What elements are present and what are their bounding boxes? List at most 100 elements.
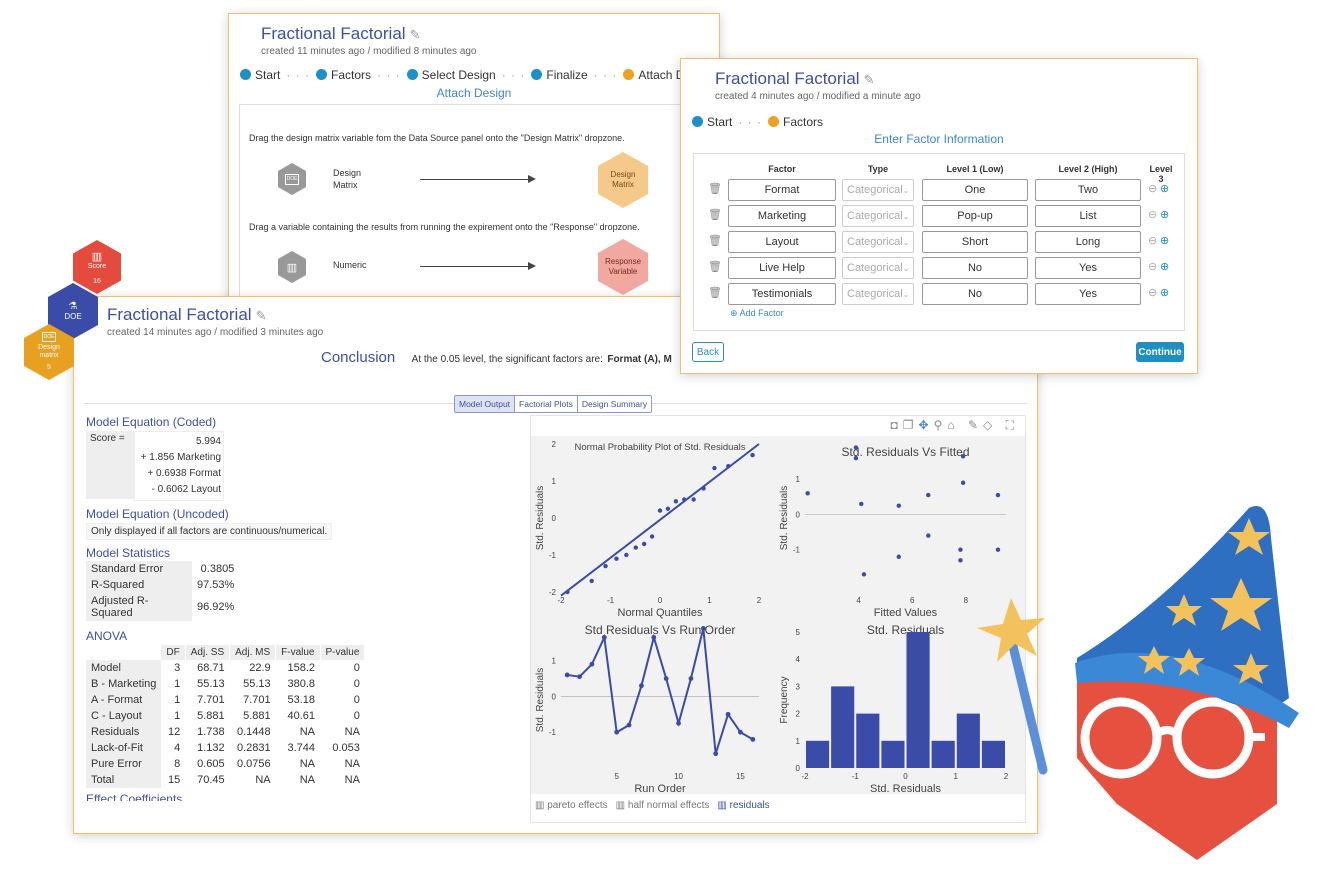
anova-header[interactable]: Adj. SS (185, 645, 231, 660)
trash-icon[interactable]: 🗑 (708, 287, 722, 299)
continue-button[interactable]: Continue (1136, 342, 1184, 362)
trash-icon[interactable]: 🗑 (708, 235, 722, 247)
factor-name-input[interactable]: Marketing (728, 205, 836, 227)
x-tick-label: 2 (1004, 772, 1009, 781)
doe-hex[interactable]: ⚗ DOE (48, 283, 98, 339)
plot-link-half-normal-effects[interactable]: ▥ half normal effects (616, 800, 710, 811)
design-matrix-dropzone[interactable]: Design Matrix (598, 152, 648, 208)
plot-link-pareto-effects[interactable]: ▥ pareto effects (535, 800, 608, 811)
minus-circle-icon[interactable]: ⊖ (1148, 183, 1158, 195)
minus-circle-icon[interactable]: ⊖ (1148, 261, 1158, 273)
factor-type-select[interactable]: Categorical ⌄ (842, 205, 914, 227)
x-tick-label: 10 (674, 772, 683, 781)
draw-icon[interactable]: ✎ (967, 418, 984, 432)
factor-name-input[interactable]: Live Help (728, 257, 836, 279)
anova-cell: 1.132 (197, 742, 225, 754)
step-item[interactable]: Start (240, 68, 280, 82)
anova-cell: 4 (174, 742, 181, 754)
plus-circle-icon[interactable]: ⊕ (1160, 261, 1170, 273)
scatter-point (665, 506, 671, 511)
conclusion-row: Conclusion At the 0.05 level, the signif… (321, 349, 672, 367)
level-high-input[interactable]: Yes (1035, 283, 1141, 305)
attach-panel-header: Fractional Factorial ✎ created 11 minutes… (261, 24, 477, 57)
edit-pencil-icon[interactable]: ✎ (255, 308, 267, 323)
minus-circle-icon[interactable]: ⊖ (1148, 287, 1158, 299)
scatter-point (701, 486, 706, 491)
step-item[interactable]: Factors (768, 115, 823, 129)
tab-design-summary[interactable]: Design Summary (577, 395, 653, 413)
histogram-bar (881, 740, 905, 768)
trash-icon[interactable]: 🗑 (708, 183, 722, 195)
anova-source: A - Format (86, 692, 162, 708)
plot-link-residuals[interactable]: ▥ residuals (717, 800, 769, 811)
fullscreen-icon[interactable]: ⛶ (1005, 418, 1019, 432)
anova-table: DF Adj. SS Adj. MS F-value P-value Model 3 68.… (86, 645, 366, 788)
step-dot-icon (531, 69, 543, 80)
plus-circle-icon[interactable]: ⊕ (1160, 209, 1170, 221)
level-high-input[interactable]: Two (1035, 179, 1141, 201)
minus-circle-icon[interactable]: ⊖ (1148, 235, 1158, 247)
step-item[interactable]: Finalize (531, 68, 588, 82)
factor-name-input[interactable]: Format (728, 179, 836, 201)
anova-source: Lack-of-Fit (86, 740, 162, 756)
factor-column-header: Factor (768, 164, 796, 174)
level-low-input[interactable]: No (922, 257, 1028, 279)
stat-value: 97.53% (197, 579, 235, 591)
plus-circle-icon[interactable]: ⊕ (1160, 183, 1170, 195)
plus-circle-icon[interactable]: ⊕ (1160, 235, 1170, 247)
step-item[interactable]: Select Design (406, 68, 496, 82)
star-icon (1228, 518, 1270, 555)
design-matrix-hex[interactable]: DOE Design matrix 5 (24, 324, 74, 380)
factor-type-select[interactable]: Categorical ⌄ (842, 257, 914, 279)
scatter-point (726, 464, 731, 469)
level-low-input[interactable]: No (922, 283, 1028, 305)
doe-icon: DOE (285, 173, 299, 185)
numeric-source-hex[interactable]: ▥ (278, 251, 306, 283)
level-low-input[interactable]: One (922, 179, 1028, 201)
y-tick-label: 5 (796, 628, 801, 637)
factor-type-select[interactable]: Categorical ⌄ (842, 283, 914, 305)
edit-pencil-icon[interactable]: ✎ (409, 27, 421, 42)
edit-pencil-icon[interactable]: ✎ (863, 72, 875, 87)
step-item[interactable]: Factors (316, 68, 371, 82)
factor-name-input[interactable]: Layout (728, 231, 836, 253)
back-button[interactable]: Back (692, 342, 724, 362)
line-point (577, 674, 582, 680)
residual-plots[interactable]: Normal Probability Plot of Std. Residual… (531, 436, 1025, 794)
anova-header[interactable]: P-value (320, 645, 366, 660)
anova-header[interactable]: Adj. MS (229, 645, 277, 660)
erase-icon[interactable]: ◇ (983, 418, 998, 432)
score-hex[interactable]: ▥ Score 16 (73, 240, 121, 294)
add-factor-link[interactable]: ⊕ Add Factor (730, 308, 784, 319)
anova-header[interactable]: DF (161, 645, 186, 660)
copy-icon[interactable]: ❐ (902, 418, 919, 432)
design-matrix-source-hex[interactable]: DOE (278, 163, 306, 195)
pan-icon[interactable]: ✥ (918, 418, 934, 432)
home-icon[interactable]: ⌂ (947, 418, 960, 432)
minus-circle-icon[interactable]: ⊖ (1148, 209, 1158, 221)
factor-type-select[interactable]: Categorical ⌄ (842, 179, 914, 201)
level-high-input[interactable]: Yes (1035, 257, 1141, 279)
plus-circle-icon[interactable]: ⊕ (1160, 287, 1170, 299)
response-variable-dropzone[interactable]: Response Variable (598, 239, 648, 295)
camera-icon[interactable]: ◘ (890, 418, 903, 432)
magic-wand-icon (1006, 633, 1048, 775)
level-low-input[interactable]: Pop-up (922, 205, 1028, 227)
step-item[interactable]: Start (692, 115, 732, 129)
level-high-input[interactable]: List (1035, 205, 1141, 227)
line-point (738, 729, 743, 735)
tab-factorial-plots[interactable]: Factorial Plots (515, 395, 578, 413)
anova-header[interactable]: F-value (275, 645, 321, 660)
scatter-point (960, 480, 966, 485)
factor-name-input[interactable]: Testimonials (728, 283, 836, 305)
chart-panel-2: Std Residuals Vs Run Order Run Order Std. … (535, 623, 759, 794)
tab-model-output[interactable]: Model Output (454, 395, 516, 413)
trash-icon[interactable]: 🗑 (708, 261, 722, 273)
zoom-icon[interactable]: ⚲ (933, 418, 948, 432)
factor-type-select[interactable]: Categorical ⌄ (842, 231, 914, 253)
level-high-input[interactable]: Long (1035, 231, 1141, 253)
level-low-input[interactable]: Short (922, 231, 1028, 253)
hat-brim-icon (1075, 652, 1299, 728)
trash-icon[interactable]: 🗑 (708, 209, 722, 221)
scatter-point (995, 492, 1001, 498)
